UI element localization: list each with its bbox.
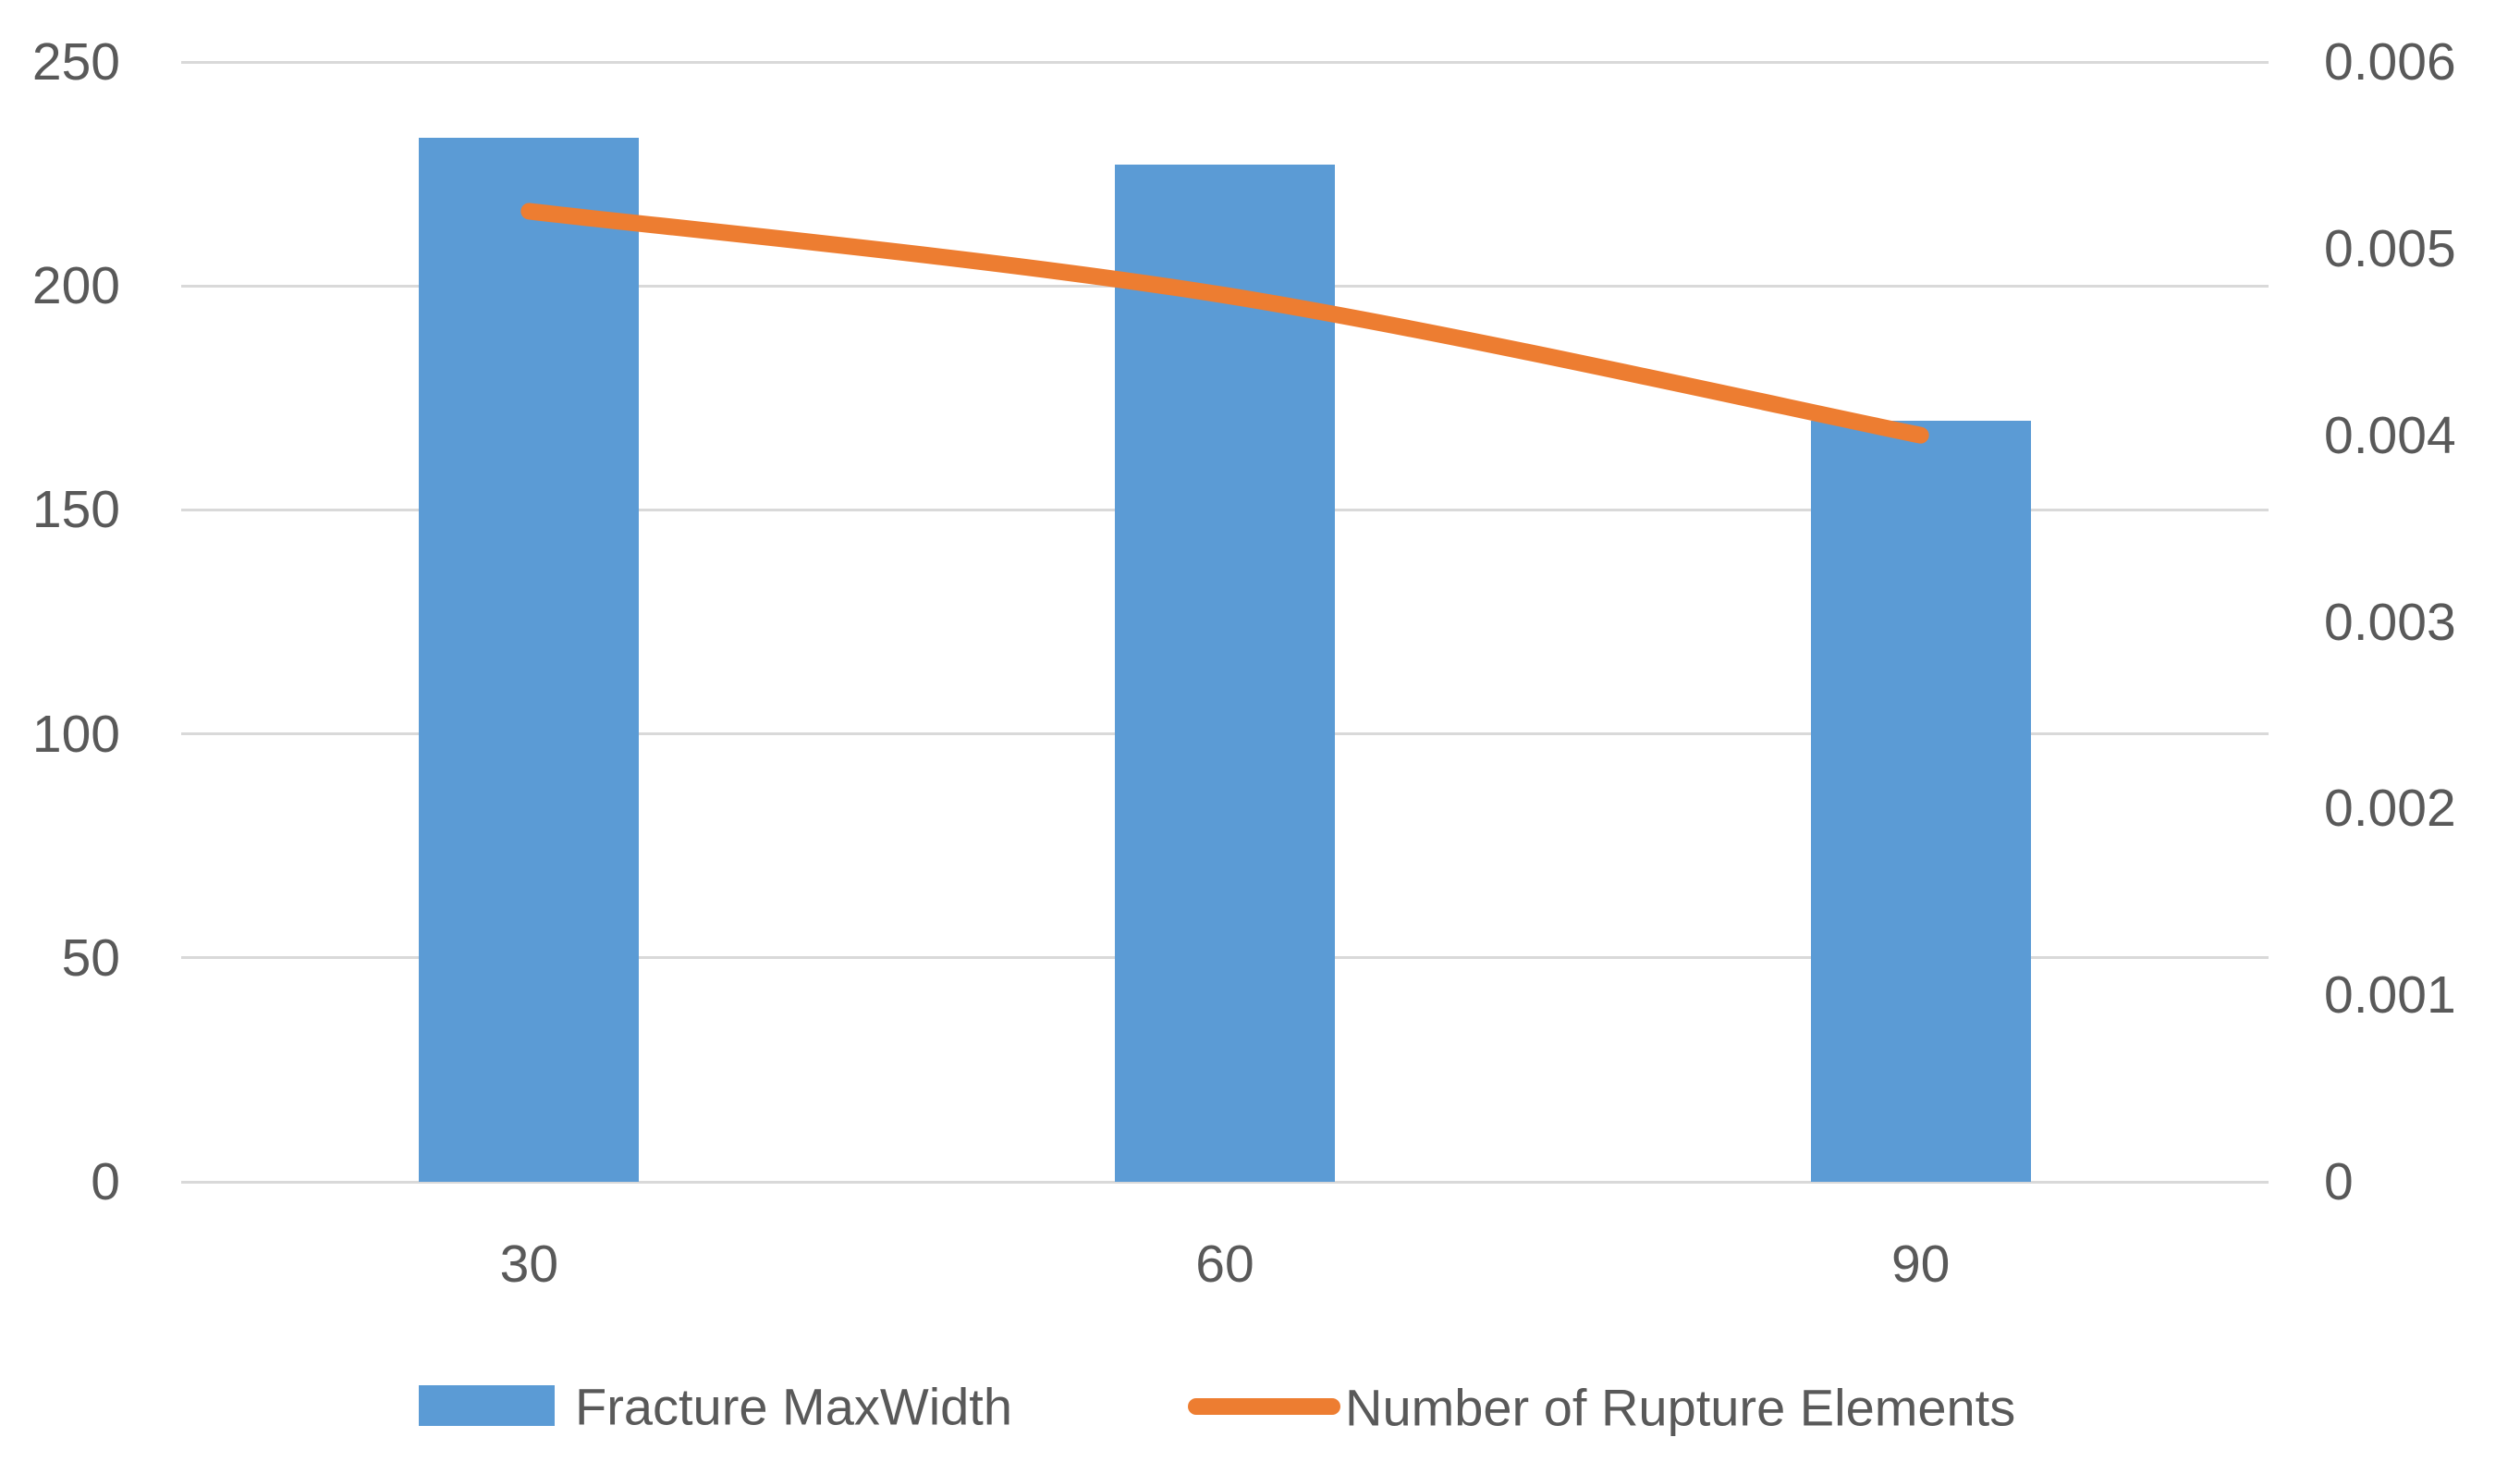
x-axis-label-60: 60 [1195, 1235, 1254, 1294]
legend-label-number-of-rupture-elements: Number of Rupture Elements [1345, 1378, 2016, 1437]
gridline-250 [181, 60, 2269, 64]
right-axis-tick-0.002: 0.002 [2324, 779, 2456, 839]
left-axis-tick-150: 150 [31, 480, 120, 540]
right-axis-tick-0.005: 0.005 [2324, 218, 2456, 278]
legend-label-fracture-maxwidth: Fracture MaxWidth [575, 1377, 1012, 1436]
bar-90 [1810, 420, 2031, 1182]
legend-bar-swatch [419, 1385, 555, 1426]
right-axis-tick-0: 0 [2324, 1152, 2354, 1211]
bar-30 [419, 138, 640, 1182]
x-axis-label-30: 30 [499, 1235, 559, 1294]
x-axis-label-90: 90 [1890, 1235, 1951, 1294]
right-axis-tick-0.004: 0.004 [2324, 405, 2456, 465]
right-axis-tick-0.006: 0.006 [2324, 32, 2456, 92]
gridline-0 [181, 1180, 2269, 1184]
right-axis-tick-0.003: 0.003 [2324, 592, 2456, 652]
left-axis-tick-200: 200 [31, 256, 120, 316]
left-axis-tick-250: 250 [31, 32, 120, 92]
left-axis-tick-50: 50 [61, 928, 120, 988]
legend-line-swatch [1188, 1398, 1340, 1415]
right-axis-tick-0.001: 0.001 [2324, 965, 2456, 1026]
left-axis-tick-100: 100 [31, 704, 120, 764]
bar-60 [1115, 165, 1335, 1182]
left-axis-tick-0: 0 [91, 1152, 120, 1211]
